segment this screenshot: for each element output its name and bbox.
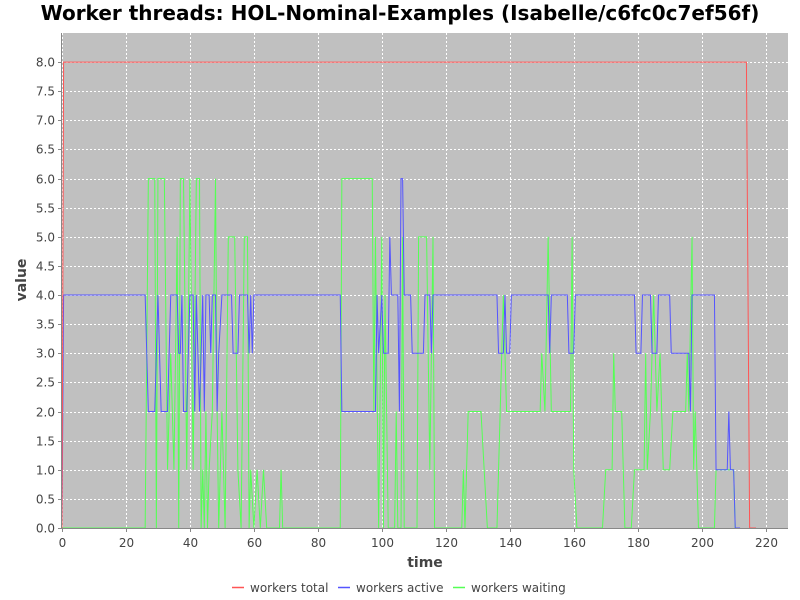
y-tick-label: 3.5 — [36, 318, 55, 332]
y-tick-label: 2.0 — [36, 406, 55, 420]
y-tick-label: 5.0 — [36, 231, 55, 245]
y-tick-label: 8.0 — [36, 56, 55, 70]
x-tick-label: 0 — [59, 536, 67, 550]
y-tick-label: 5.5 — [36, 202, 55, 216]
y-tick-label: 2.5 — [36, 376, 55, 390]
y-tick-label: 6.0 — [36, 173, 55, 187]
legend-label-workers-active: workers active — [356, 581, 443, 595]
x-tick-label: 80 — [311, 536, 326, 550]
x-tick-label: 100 — [371, 536, 394, 550]
y-tick-label: 7.0 — [36, 114, 55, 128]
x-tick-label: 40 — [183, 536, 198, 550]
x-tick-label: 160 — [563, 536, 586, 550]
legend-label-workers-total: workers total — [250, 581, 328, 595]
legend: workers total workers active workers waiti… — [232, 581, 566, 595]
y-tick-label: 3.0 — [36, 347, 55, 361]
x-axis-label: time — [407, 555, 443, 571]
series-line-workers-active — [61, 178, 741, 529]
y-tick-label: 1.0 — [36, 464, 55, 478]
y-tick-label: 0.5 — [36, 493, 55, 507]
y-tick-label: 4.0 — [36, 289, 55, 303]
x-tick-label: 180 — [627, 536, 650, 550]
y-tick-label: 7.5 — [36, 85, 55, 99]
x-tick-label: 200 — [691, 536, 714, 550]
axes — [61, 33, 788, 529]
chart-title: Worker threads: HOL-Nominal-Examples (Is… — [41, 1, 760, 25]
y-tick-label: 0.0 — [36, 522, 55, 536]
plot-area — [62, 33, 788, 528]
y-tick-label: 1.5 — [36, 435, 55, 449]
x-tick-label: 60 — [247, 536, 262, 550]
y-tick-label: 4.5 — [36, 260, 55, 274]
x-tick-label: 120 — [435, 536, 458, 550]
x-tick-label: 220 — [755, 536, 778, 550]
x-tick-label: 140 — [499, 536, 522, 550]
y-tick-label: 6.5 — [36, 143, 55, 157]
x-tick-label: 20 — [119, 536, 134, 550]
y-ticks: 0.0 0.5 1.0 1.5 2.0 2.5 3.0 3.5 4.0 4.5 5.0 5.5 6.0 6… — [36, 56, 62, 536]
x-ticks: 0 20 40 60 80 100 120 140 160 180 200 220 — [59, 528, 778, 550]
legend-label-workers-waiting: workers waiting — [471, 581, 566, 595]
y-axis-label: value — [14, 259, 30, 302]
